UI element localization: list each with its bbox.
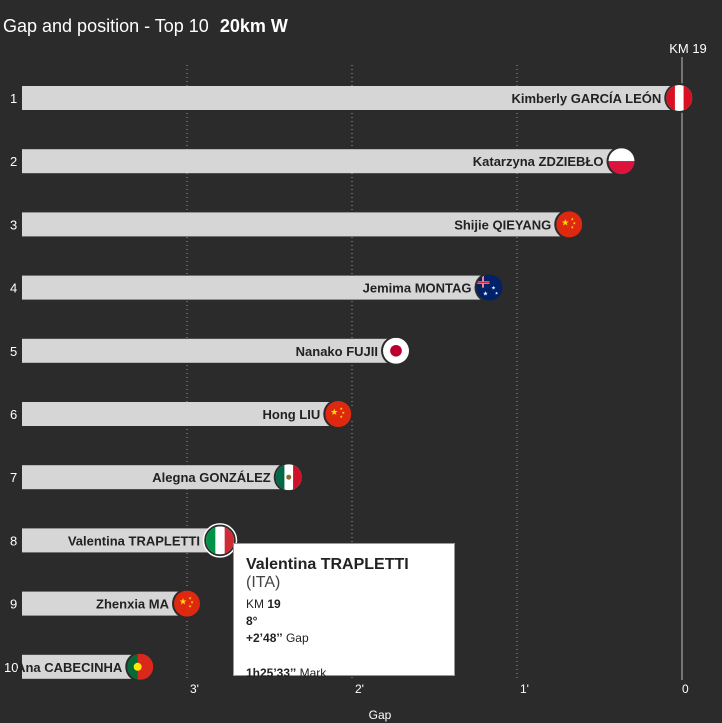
athlete-row[interactable]: 6 Hong LIU ★ ★★★ — [10, 399, 354, 429]
tooltip-km-value: 19 — [267, 597, 281, 611]
tooltip-gap-line: +2’48’’ Gap — [246, 630, 442, 647]
x-tick-label: 1' — [520, 682, 529, 696]
athlete-row[interactable]: 2 Katarzyna ZDZIEBŁO — [10, 146, 637, 177]
svg-text:★: ★ — [570, 224, 574, 229]
athlete-name: Kimberly GARCÍA LEÓN — [511, 91, 661, 106]
gap-bar[interactable] — [22, 212, 570, 237]
chart-title-text: Gap and position - Top 10 — [3, 16, 209, 36]
athlete-name: Katarzyna ZDZIEBŁO — [473, 154, 604, 169]
gap-bar[interactable] — [22, 528, 220, 553]
athlete-row[interactable]: 5 Nanako FUJII — [10, 335, 411, 366]
flag-icon: ★★ ★ — [476, 274, 503, 301]
svg-text:★: ★ — [341, 410, 345, 415]
athlete-tooltip: Valentina TRAPLETTI (ITA) KM 19 8° +2’48… — [233, 543, 455, 680]
svg-text:★: ★ — [495, 291, 499, 296]
tooltip-position-line: 8° — [246, 613, 442, 630]
svg-text:★: ★ — [330, 408, 338, 418]
athlete-name: Ana CABECINHA — [16, 660, 123, 675]
rank-label: 4 — [10, 281, 17, 296]
tooltip-position-value: 8° — [246, 614, 258, 628]
athlete-name: Jemima MONTAG — [363, 281, 472, 296]
gap-bar[interactable] — [22, 275, 490, 300]
tooltip-km-label: KM — [246, 597, 264, 611]
gap-bar[interactable] — [22, 465, 289, 490]
athlete-row[interactable]: 7 Alegna GONZÁLEZ — [10, 462, 304, 493]
x-axis-label: Gap — [369, 708, 392, 722]
rank-label: 6 — [10, 407, 17, 422]
flag-icon — [608, 148, 635, 175]
athlete-name: Valentina TRAPLETTI — [68, 533, 200, 548]
tooltip-nation: (ITA) — [246, 574, 281, 591]
rank-label: 9 — [10, 597, 17, 612]
gap-bar[interactable] — [22, 149, 622, 174]
x-tick-label: 3' — [190, 682, 199, 696]
tooltip-header: Valentina TRAPLETTI (ITA) — [246, 556, 442, 592]
svg-text:★: ★ — [483, 291, 488, 298]
km-marker-label: KM 19 — [669, 41, 707, 56]
flag-icon — [275, 464, 302, 491]
svg-text:★: ★ — [339, 414, 343, 419]
tooltip-km-line: KM 19 — [246, 596, 442, 613]
svg-text:★: ★ — [188, 596, 192, 601]
svg-text:★: ★ — [491, 286, 496, 292]
svg-text:★: ★ — [561, 218, 569, 228]
gap-bar[interactable] — [22, 86, 680, 110]
flag-icon: ★ ★★★ — [174, 590, 200, 617]
tooltip-gap-label: Gap — [285, 631, 309, 645]
rank-label: 8 — [10, 533, 17, 548]
rank-label: 10 — [4, 660, 18, 675]
tooltip-mark-value: 1h25’33’’ — [246, 666, 297, 680]
athlete-row[interactable]: 9 Zhenxia MA ★ ★★★ — [10, 588, 202, 619]
athlete-name: Hong LIU — [262, 407, 320, 422]
rank-label: 7 — [10, 470, 17, 485]
flag-icon — [383, 337, 409, 364]
athlete-row[interactable]: 1 Kimberly GARCÍA LEÓN — [10, 83, 695, 113]
gap-bar[interactable] — [22, 338, 396, 363]
flag-icon: ★ ★★★ — [556, 211, 583, 238]
flag-icon: ★ ★★★ — [325, 401, 352, 427]
athlete-name: Nanako FUJII — [296, 344, 378, 359]
athlete-row[interactable]: 4 Jemima MONTAG ★★ ★ — [10, 272, 505, 303]
rank-label: 1 — [10, 91, 17, 106]
svg-text:★: ★ — [188, 604, 192, 609]
tooltip-mark-label: Mark — [299, 666, 327, 680]
athlete-name: Alegna GONZÁLEZ — [152, 470, 271, 485]
svg-text:★: ★ — [179, 598, 187, 608]
x-tick-label: 0 — [682, 682, 689, 696]
svg-text:★: ★ — [570, 216, 574, 221]
svg-text:★: ★ — [339, 406, 343, 411]
gap-bar[interactable] — [22, 402, 339, 426]
gap-bar[interactable] — [22, 591, 187, 616]
athlete-name: Shijie QIEYANG — [454, 217, 551, 232]
chart-title: Gap and position - Top 10 20km W — [3, 16, 288, 37]
athlete-row[interactable]: 3 Shijie QIEYANG ★ ★★★ — [10, 209, 585, 240]
tooltip-athlete-name: Valentina TRAPLETTI — [246, 556, 409, 573]
flag-icon — [666, 85, 693, 111]
svg-text:★: ★ — [572, 220, 576, 225]
flag-icon — [206, 526, 234, 555]
flag-icon — [127, 653, 154, 680]
rank-label: 2 — [10, 154, 17, 169]
x-tick-label: 2' — [355, 682, 364, 696]
tooltip-gap-value: +2’48’’ — [246, 631, 283, 645]
tooltip-mark-line: 1h25’33’’ Mark — [246, 665, 442, 682]
svg-text:★: ★ — [190, 600, 194, 605]
rank-label: 3 — [10, 217, 17, 232]
gap-bar[interactable] — [22, 654, 141, 679]
athlete-row[interactable]: 8 Valentina TRAPLETTI — [10, 523, 238, 558]
event-name: 20km W — [219, 16, 288, 36]
athlete-name: Zhenxia MA — [96, 597, 170, 612]
rank-label: 5 — [10, 344, 17, 359]
